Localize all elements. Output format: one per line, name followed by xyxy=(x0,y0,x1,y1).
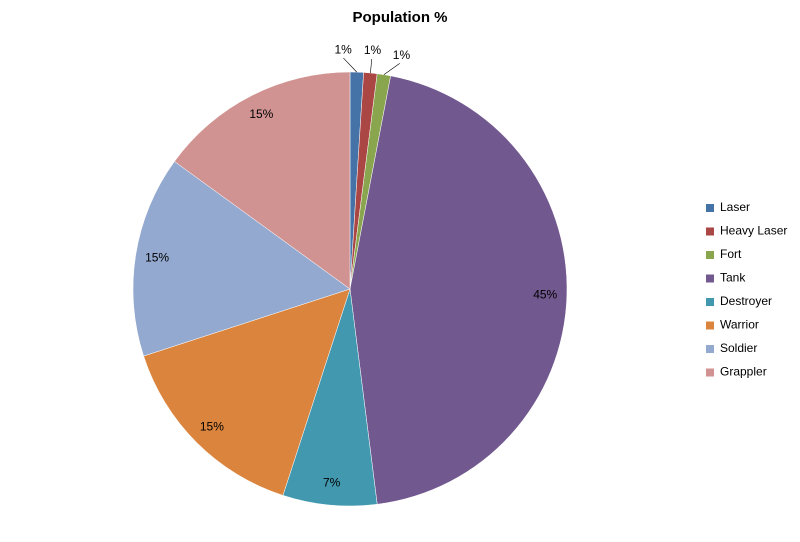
legend-label: Fort xyxy=(720,247,742,261)
legend-swatch xyxy=(706,227,714,236)
leader-line xyxy=(383,63,400,75)
data-label: 1% xyxy=(334,42,352,56)
pie-slice xyxy=(349,75,568,505)
data-label: 15% xyxy=(145,251,169,265)
legend-swatch xyxy=(706,368,714,377)
legend-swatch xyxy=(706,321,714,330)
data-label: 1% xyxy=(393,48,411,62)
legend-label: Soldier xyxy=(720,341,757,355)
legend-swatch xyxy=(706,298,714,306)
data-label: 1% xyxy=(364,43,382,57)
legend-swatch xyxy=(706,345,714,353)
pie-slice xyxy=(132,161,351,357)
legend-label: Heavy Laser xyxy=(720,224,787,238)
pie-slice xyxy=(143,288,351,496)
pie-slice xyxy=(174,71,351,290)
legend-label: Warrior xyxy=(720,318,759,332)
legend-swatch xyxy=(706,274,714,283)
data-label: 7% xyxy=(323,476,341,490)
legend-label: Laser xyxy=(720,200,750,214)
legend-swatch xyxy=(706,204,714,212)
data-label: 15% xyxy=(200,419,224,433)
leader-line xyxy=(370,58,373,73)
data-label: 45% xyxy=(533,287,557,301)
data-label: 15% xyxy=(249,107,273,121)
legend-label: Tank xyxy=(720,271,746,285)
legend-label: Grappler xyxy=(720,365,767,379)
legend-label: Destroyer xyxy=(720,294,772,308)
chart-title: Population % xyxy=(353,9,448,26)
legend-swatch xyxy=(706,251,714,259)
leader-line xyxy=(343,57,358,73)
